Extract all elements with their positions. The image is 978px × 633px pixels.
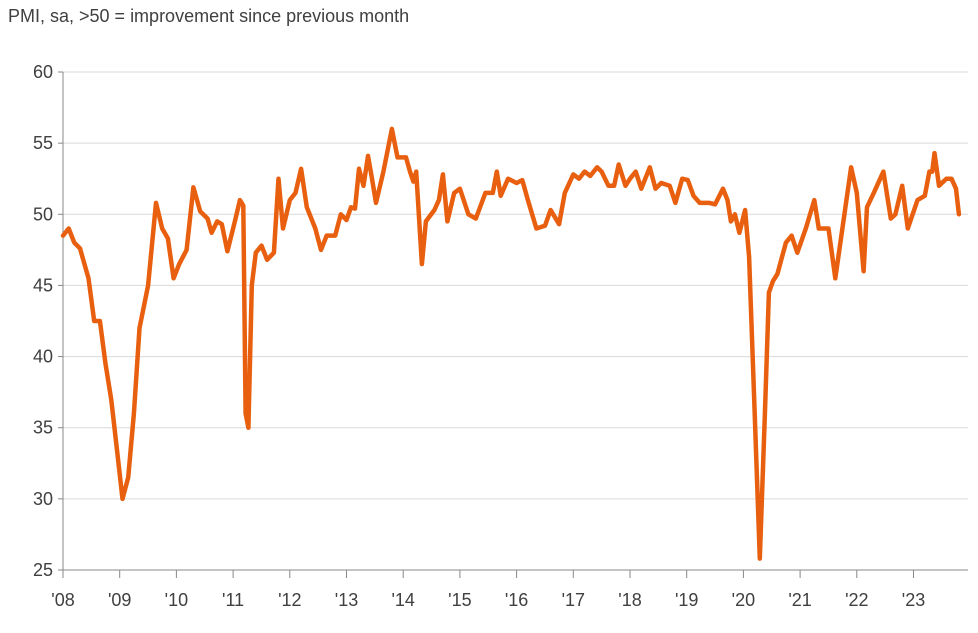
chart-title: PMI, sa, >50 = improvement since previou… (8, 6, 410, 26)
pmi-series-line (60, 126, 962, 561)
y-tick-label: 30 (33, 489, 53, 509)
x-tick-label: '11 (222, 590, 244, 610)
x-tick-label: '23 (902, 590, 925, 610)
x-tick-label: '09 (108, 590, 131, 610)
x-tick-label: '13 (335, 590, 358, 610)
y-tick-label: 55 (33, 133, 53, 153)
x-tick-label: '19 (675, 590, 698, 610)
x-tick-label: '21 (788, 590, 811, 610)
x-tick-label: '14 (391, 590, 414, 610)
data-points (62, 128, 959, 559)
x-tick-label: '17 (562, 590, 585, 610)
y-tick-label: 60 (33, 62, 53, 82)
x-tick-label: '18 (618, 590, 641, 610)
x-tick-label: '12 (278, 590, 301, 610)
x-tick-label: '16 (505, 590, 528, 610)
y-tick-label: 45 (33, 275, 53, 295)
y-tick-label: 25 (33, 560, 53, 580)
y-tick-label: 35 (33, 418, 53, 438)
y-tick-label: 40 (33, 347, 53, 367)
x-tick-label: '10 (165, 590, 188, 610)
x-tick-label: '08 (51, 590, 74, 610)
x-tick-label: '22 (845, 590, 868, 610)
y-tick-label: 50 (33, 204, 53, 224)
x-tick-label: '20 (732, 590, 755, 610)
x-tick-label: '15 (448, 590, 471, 610)
